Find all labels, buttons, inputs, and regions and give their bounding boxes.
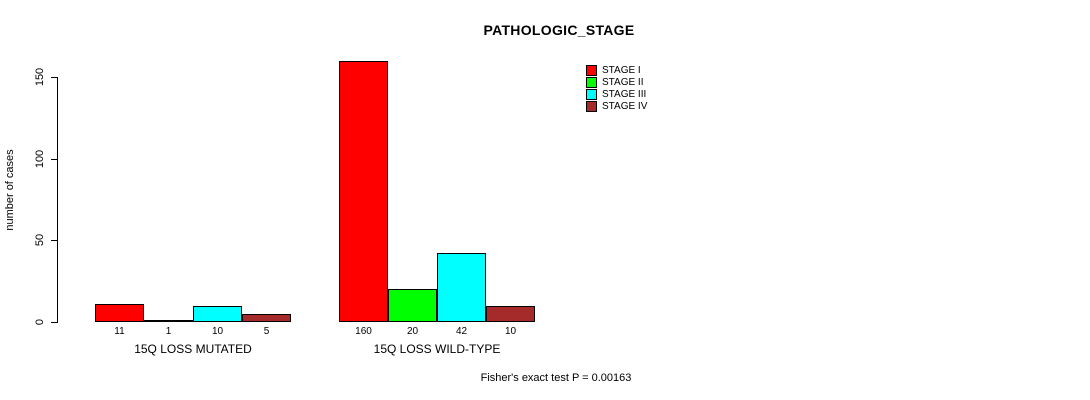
bar-value-label: 10 (211, 326, 224, 337)
bar-15q-loss-mutated-stage-i (95, 304, 144, 322)
legend-label: STAGE III (602, 89, 647, 100)
stage-iii-swatch (586, 89, 597, 100)
stat-annotation: Fisher's exact test P = 0.00163 (480, 372, 632, 384)
bar-15q-loss-wild-type-stage-ii (388, 289, 437, 322)
x-group-label: 15Q LOSS WILD-TYPE (373, 342, 501, 356)
legend-item-stage-i: STAGE I (586, 65, 647, 76)
bar-value-label: 10 (504, 326, 517, 337)
y-axis-label: number of cases (4, 149, 16, 231)
y-tick-mark (51, 322, 57, 323)
y-tick-label: 100 (34, 149, 46, 168)
bar-15q-loss-wild-type-stage-i (339, 61, 388, 322)
bar-value-label: 160 (355, 326, 372, 337)
bar-value-label: 5 (263, 326, 270, 337)
bar-15q-loss-mutated-stage-iii (193, 306, 242, 322)
legend-item-stage-ii: STAGE II (586, 77, 647, 88)
y-tick-label: 0 (34, 318, 46, 326)
y-tick-mark (51, 240, 57, 242)
legend-label: STAGE I (602, 65, 641, 76)
chart-title: PATHOLOGIC_STAGE (483, 22, 635, 38)
y-tick-mark (51, 158, 57, 160)
y-tick-label: 150 (34, 67, 46, 87)
bar-15q-loss-mutated-stage-iv (242, 314, 291, 322)
bar-15q-loss-mutated-stage-ii (144, 320, 193, 322)
y-tick-label: 50 (34, 234, 46, 247)
stage-iv-swatch (586, 101, 597, 112)
legend: STAGE I STAGE II STAGE III STAGE IV (586, 65, 647, 113)
bar-value-label: 42 (455, 326, 468, 337)
y-tick-mark (51, 77, 57, 78)
stage-ii-swatch (586, 77, 597, 88)
y-axis-line (57, 77, 58, 323)
bar-15q-loss-wild-type-stage-iv (486, 306, 535, 322)
legend-label: STAGE IV (602, 101, 648, 112)
bar-value-label: 11 (114, 326, 125, 337)
x-group-label: 15Q LOSS MUTATED (134, 342, 252, 356)
bar-value-label: 20 (406, 326, 419, 337)
stage-i-swatch (586, 65, 597, 76)
legend-label: STAGE II (602, 77, 644, 88)
bar-15q-loss-wild-type-stage-iii (437, 253, 486, 322)
legend-item-stage-iii: STAGE III (586, 89, 647, 100)
bar-value-label: 1 (165, 326, 172, 337)
legend-item-stage-iv: STAGE IV (586, 101, 647, 112)
